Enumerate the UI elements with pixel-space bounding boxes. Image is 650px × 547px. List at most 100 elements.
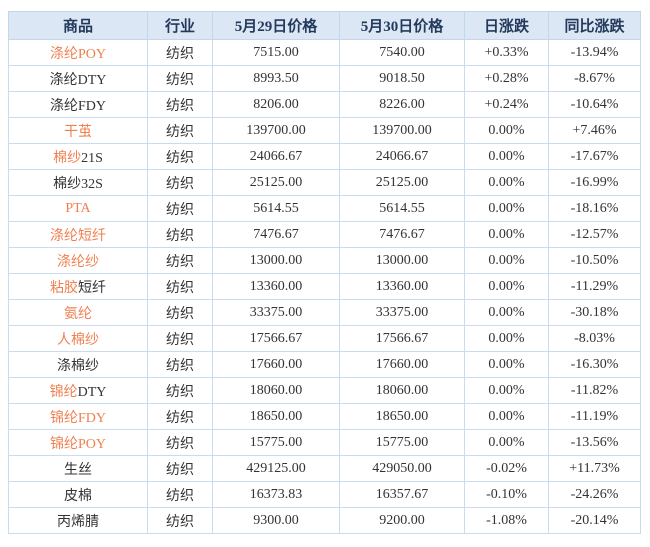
price-0530-cell: 17660.00: [339, 351, 465, 378]
product-cell: 棉纱21S: [8, 143, 148, 170]
industry-cell: 纺织: [147, 169, 213, 196]
table-row: 涤纶POY 纺织 7515.00 7540.00 +0.33% -13.94%: [8, 39, 641, 66]
commodity-price-table: 商品 行业 5月29日价格 5月30日价格 日涨跌 同比涨跌 涤纶POY 纺织 75…: [8, 11, 641, 534]
yoy-change-cell: -30.18%: [548, 299, 641, 326]
product-cell: 涤纶短纤: [8, 221, 148, 248]
price-0529-cell: 7515.00: [212, 39, 340, 66]
product-link[interactable]: 人棉纱: [57, 332, 99, 348]
price-0529-cell: 8993.50: [212, 65, 340, 92]
product-link[interactable]: 粘胶: [50, 280, 78, 296]
daily-change-cell: 0.00%: [464, 403, 549, 430]
yoy-change-cell: -8.03%: [548, 325, 641, 352]
product-text: 涤纶DTY: [49, 72, 107, 88]
col-header-product: 商品: [8, 11, 148, 40]
industry-cell: 纺织: [147, 299, 213, 326]
yoy-change-cell: -24.26%: [548, 481, 641, 508]
table-row: 涤纶短纤 纺织 7476.67 7476.67 0.00% -12.57%: [8, 221, 641, 248]
product-cell: 棉纱32S: [8, 169, 148, 196]
price-0529-cell: 33375.00: [212, 299, 340, 326]
product-link[interactable]: 干茧: [64, 124, 92, 140]
table-row: PTA 纺织 5614.55 5614.55 0.00% -18.16%: [8, 195, 641, 222]
table-row: 涤棉纱 纺织 17660.00 17660.00 0.00% -16.30%: [8, 351, 641, 378]
table-row: 涤纶纱 纺织 13000.00 13000.00 0.00% -10.50%: [8, 247, 641, 274]
product-cell: 涤纶FDY: [8, 91, 148, 118]
header-row: 商品 行业 5月29日价格 5月30日价格 日涨跌 同比涨跌: [8, 11, 641, 40]
table-body: 涤纶POY 纺织 7515.00 7540.00 +0.33% -13.94% 涤纶DTY 纺…: [8, 39, 641, 534]
yoy-change-cell: -11.82%: [548, 377, 641, 404]
col-header-price-0529: 5月29日价格: [212, 11, 340, 40]
table-row: 棉纱32S 纺织 25125.00 25125.00 0.00% -16.99%: [8, 169, 641, 196]
product-link[interactable]: 棉纱: [53, 150, 82, 166]
yoy-change-cell: -11.19%: [548, 403, 641, 430]
daily-change-cell: 0.00%: [464, 169, 549, 196]
product-cell: 锦纶POY: [8, 429, 148, 456]
col-header-daily-change: 日涨跌: [464, 11, 549, 40]
price-0529-cell: 429125.00: [212, 455, 340, 482]
product-link[interactable]: 锦纶POY: [49, 436, 106, 452]
price-0530-cell: 15775.00: [339, 429, 465, 456]
price-0529-cell: 17660.00: [212, 351, 340, 378]
table-row: 干茧 纺织 139700.00 139700.00 0.00% +7.46%: [8, 117, 641, 144]
industry-cell: 纺织: [147, 377, 213, 404]
daily-change-cell: -0.02%: [464, 455, 549, 482]
table-row: 锦纶FDY 纺织 18650.00 18650.00 0.00% -11.19%: [8, 403, 641, 430]
product-cell: 涤棉纱: [8, 351, 148, 378]
price-0530-cell: 139700.00: [339, 117, 465, 144]
product-link[interactable]: 涤纶POY: [49, 46, 106, 62]
table-row: 丙烯腈 纺织 9300.00 9200.00 -1.08% -20.14%: [8, 507, 641, 534]
yoy-change-cell: -10.64%: [548, 91, 641, 118]
col-header-industry: 行业: [147, 11, 213, 40]
yoy-change-cell: -11.29%: [548, 273, 641, 300]
price-0529-cell: 9300.00: [212, 507, 340, 534]
yoy-change-cell: -16.30%: [548, 351, 641, 378]
price-0529-cell: 18060.00: [212, 377, 340, 404]
product-link[interactable]: 锦纶: [49, 384, 78, 400]
product-cell: 干茧: [8, 117, 148, 144]
price-0529-cell: 7476.67: [212, 221, 340, 248]
price-0530-cell: 17566.67: [339, 325, 465, 352]
yoy-change-cell: -10.50%: [548, 247, 641, 274]
product-link[interactable]: 氨纶: [64, 306, 92, 322]
table-row: 生丝 纺织 429125.00 429050.00 -0.02% +11.73%: [8, 455, 641, 482]
industry-cell: 纺织: [147, 39, 213, 66]
product-link[interactable]: 涤纶短纤: [50, 228, 106, 244]
daily-change-cell: +0.33%: [464, 39, 549, 66]
price-0530-cell: 9018.50: [339, 65, 465, 92]
yoy-change-cell: -8.67%: [548, 65, 641, 92]
daily-change-cell: 0.00%: [464, 221, 549, 248]
table-row: 人棉纱 纺织 17566.67 17566.67 0.00% -8.03%: [8, 325, 641, 352]
price-0530-cell: 33375.00: [339, 299, 465, 326]
daily-change-cell: 0.00%: [464, 195, 549, 222]
product-cell: 涤纶纱: [8, 247, 148, 274]
price-0530-cell: 24066.67: [339, 143, 465, 170]
product-text: 短纤: [78, 280, 106, 296]
industry-cell: 纺织: [147, 455, 213, 482]
product-text: DTY: [77, 384, 107, 400]
price-0530-cell: 7476.67: [339, 221, 465, 248]
product-cell: 粘胶短纤: [8, 273, 148, 300]
product-text: 涤棉纱: [57, 358, 99, 374]
price-0529-cell: 5614.55: [212, 195, 340, 222]
page: 商品 行业 5月29日价格 5月30日价格 日涨跌 同比涨跌 涤纶POY 纺织 75…: [8, 11, 641, 534]
price-0530-cell: 13000.00: [339, 247, 465, 274]
table-row: 氨纶 纺织 33375.00 33375.00 0.00% -30.18%: [8, 299, 641, 326]
industry-cell: 纺织: [147, 351, 213, 378]
product-link[interactable]: 锦纶FDY: [49, 410, 106, 426]
daily-change-cell: +0.28%: [464, 65, 549, 92]
price-0530-cell: 9200.00: [339, 507, 465, 534]
product-link[interactable]: PTA: [65, 200, 91, 216]
yoy-change-cell: -13.56%: [548, 429, 641, 456]
product-cell: 锦纶FDY: [8, 403, 148, 430]
daily-change-cell: 0.00%: [464, 117, 549, 144]
yoy-change-cell: -18.16%: [548, 195, 641, 222]
col-header-price-0530: 5月30日价格: [339, 11, 465, 40]
yoy-change-cell: -16.99%: [548, 169, 641, 196]
daily-change-cell: 0.00%: [464, 273, 549, 300]
price-0529-cell: 13000.00: [212, 247, 340, 274]
price-0529-cell: 8206.00: [212, 91, 340, 118]
industry-cell: 纺织: [147, 481, 213, 508]
product-link[interactable]: 涤纶纱: [57, 254, 99, 270]
yoy-change-cell: -12.57%: [548, 221, 641, 248]
daily-change-cell: 0.00%: [464, 143, 549, 170]
daily-change-cell: 0.00%: [464, 429, 549, 456]
